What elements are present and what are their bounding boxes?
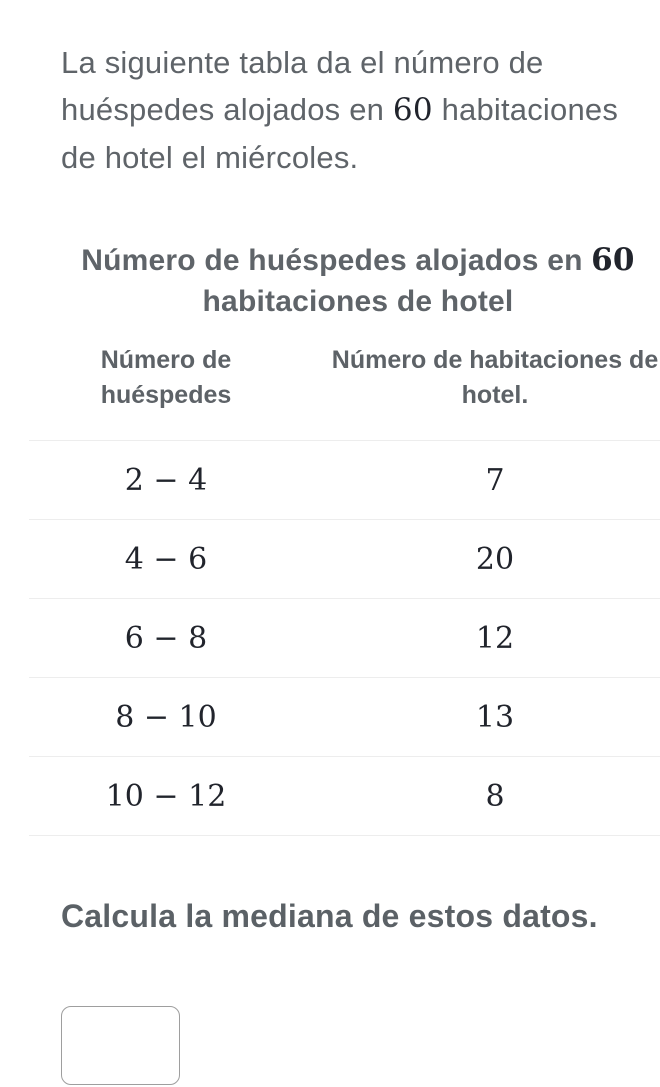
problem-statement-line-3: de hotel el miércoles. [61, 140, 359, 175]
table-row: 6 − 8 12 [29, 599, 660, 678]
column-header-rooms: Número de habitaciones de hotel. [303, 343, 660, 440]
column-header-rooms-line-2: hotel. [461, 381, 529, 409]
table-row: 10 − 12 8 [29, 757, 660, 836]
guest-range-cell: 6 − 8 [124, 620, 208, 656]
table-row: 2 − 4 7 [29, 441, 660, 520]
table-title-line-1: Número de huéspedes alojados en 60 [29, 240, 660, 281]
problem-statement: La siguiente tabla da el número de huésp… [61, 39, 618, 181]
guest-range-cell: 2 − 4 [124, 462, 208, 498]
room-count-cell: 20 [475, 541, 515, 577]
guest-range-cell: 4 − 6 [124, 541, 208, 577]
problem-statement-line-2-post: habitaciones [432, 92, 619, 127]
table-title-rooms-value: 60 [591, 242, 635, 278]
room-count-cell: 13 [475, 699, 515, 735]
room-count-cell: 12 [475, 620, 515, 656]
column-header-rooms-line-1: Número de habitaciones de [331, 346, 659, 374]
table-title: Número de huéspedes alojados en 60 habit… [29, 240, 660, 322]
room-count-cell: 8 [485, 778, 505, 814]
problem-statement-line-1: La siguiente tabla da el número de [61, 45, 544, 80]
column-header-guests-line-1: Número de [100, 346, 232, 374]
table-row: 4 − 6 20 [29, 520, 660, 599]
median-answer-input[interactable] [61, 1006, 180, 1085]
guest-range-cell: 10 − 12 [105, 778, 227, 814]
table-title-line-2: habitaciones de hotel [202, 285, 514, 318]
frequency-table: Número de huéspedes Número de habitacion… [29, 340, 660, 836]
column-header-guests-line-2: huéspedes [100, 381, 232, 409]
question-text: Calcula la mediana de estos datos. [61, 898, 598, 934]
column-header-guests: Número de huéspedes [29, 343, 303, 440]
table-header-row: Número de huéspedes Número de habitacion… [29, 340, 660, 441]
table-title-line-1-pre: Número de huéspedes alojados en [81, 244, 592, 277]
problem-statement-line-2-pre: huéspedes alojados en [61, 92, 393, 127]
guest-range-cell: 8 − 10 [115, 699, 217, 735]
table-row: 8 − 10 13 [29, 678, 660, 757]
problem-statement-line-2: huéspedes alojados en 60 habitaciones [61, 86, 618, 134]
total-rooms-value: 60 [392, 92, 433, 128]
room-count-cell: 7 [485, 462, 505, 498]
